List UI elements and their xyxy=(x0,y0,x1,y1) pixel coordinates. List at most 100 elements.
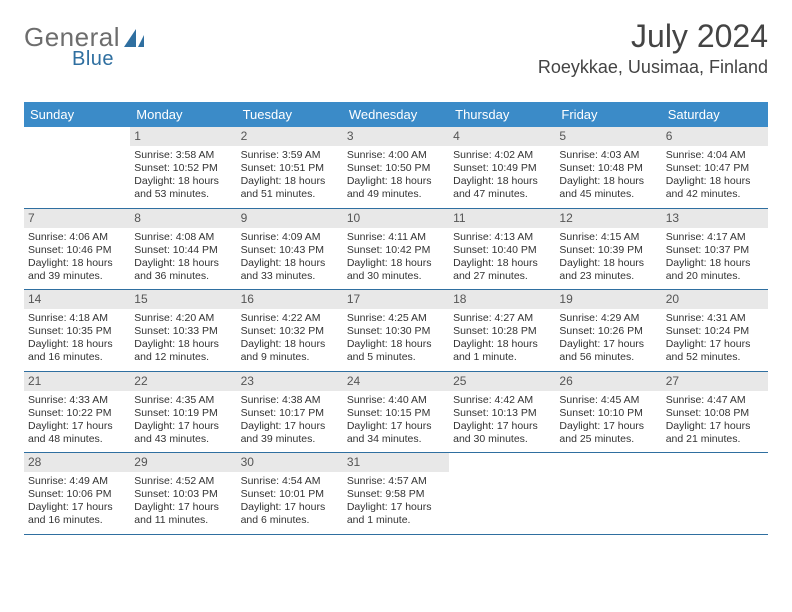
daylight-text: Daylight: 18 hours xyxy=(559,175,657,188)
daylight-text: and 23 minutes. xyxy=(559,270,657,283)
daylight-text: and 42 minutes. xyxy=(666,188,764,201)
daylight-text: and 12 minutes. xyxy=(134,351,232,364)
sunset-text: Sunset: 10:08 PM xyxy=(666,407,764,420)
sunset-text: Sunset: 10:10 PM xyxy=(559,407,657,420)
sunrise-text: Sunrise: 4:08 AM xyxy=(134,231,232,244)
day-number: 23 xyxy=(237,372,343,391)
empty-cell xyxy=(662,453,768,534)
day-number: 3 xyxy=(343,127,449,146)
day-cell: 15Sunrise: 4:20 AMSunset: 10:33 PMDaylig… xyxy=(130,290,236,371)
empty-cell xyxy=(24,127,130,208)
sunset-text: Sunset: 10:39 PM xyxy=(559,244,657,257)
sunrise-text: Sunrise: 4:35 AM xyxy=(134,394,232,407)
daylight-text: and 34 minutes. xyxy=(347,433,445,446)
sunrise-text: Sunrise: 4:49 AM xyxy=(28,475,126,488)
daylight-text: and 6 minutes. xyxy=(241,514,339,527)
daylight-text: and 33 minutes. xyxy=(241,270,339,283)
day-number: 29 xyxy=(130,453,236,472)
daylight-text: and 48 minutes. xyxy=(28,433,126,446)
sunset-text: Sunset: 10:42 PM xyxy=(347,244,445,257)
day-number: 11 xyxy=(449,209,555,228)
day-cell: 23Sunrise: 4:38 AMSunset: 10:17 PMDaylig… xyxy=(237,372,343,453)
day-cell: 5Sunrise: 4:03 AMSunset: 10:48 PMDayligh… xyxy=(555,127,661,208)
daylight-text: Daylight: 17 hours xyxy=(666,338,764,351)
sunset-text: Sunset: 9:58 PM xyxy=(347,488,445,501)
sunset-text: Sunset: 10:50 PM xyxy=(347,162,445,175)
daylight-text: and 1 minute. xyxy=(347,514,445,527)
day-cell: 11Sunrise: 4:13 AMSunset: 10:40 PMDaylig… xyxy=(449,209,555,290)
daylight-text: and 5 minutes. xyxy=(347,351,445,364)
sunset-text: Sunset: 10:32 PM xyxy=(241,325,339,338)
daylight-text: Daylight: 18 hours xyxy=(347,175,445,188)
sunset-text: Sunset: 10:24 PM xyxy=(666,325,764,338)
dow-thursday: Thursday xyxy=(449,102,555,127)
sunrise-text: Sunrise: 4:03 AM xyxy=(559,149,657,162)
daylight-text: and 30 minutes. xyxy=(453,433,551,446)
daylight-text: and 25 minutes. xyxy=(559,433,657,446)
day-number: 2 xyxy=(237,127,343,146)
day-number: 26 xyxy=(555,372,661,391)
daylight-text: Daylight: 17 hours xyxy=(559,420,657,433)
day-number: 31 xyxy=(343,453,449,472)
sunrise-text: Sunrise: 4:38 AM xyxy=(241,394,339,407)
daylight-text: and 1 minute. xyxy=(453,351,551,364)
day-cell: 20 Sunrise: 4:31 AMSunset: 10:24 PMDaylig… xyxy=(662,290,768,371)
daylight-text: Daylight: 18 hours xyxy=(28,338,126,351)
day-cell: 16Sunrise: 4:22 AMSunset: 10:32 PMDaylig… xyxy=(237,290,343,371)
day-number: 13 xyxy=(662,209,768,228)
sunset-text: Sunset: 10:17 PM xyxy=(241,407,339,420)
day-number: 22 xyxy=(130,372,236,391)
brand-sail-icon xyxy=(122,27,148,49)
day-number: 6 xyxy=(662,127,768,146)
sunset-text: Sunset: 10:33 PM xyxy=(134,325,232,338)
day-cell: 3 Sunrise: 4:00 AMSunset: 10:50 PMDayligh… xyxy=(343,127,449,208)
sunrise-text: Sunrise: 4:06 AM xyxy=(28,231,126,244)
daylight-text: Daylight: 17 hours xyxy=(347,501,445,514)
daylight-text: and 30 minutes. xyxy=(347,270,445,283)
daylight-text: and 16 minutes. xyxy=(28,351,126,364)
sunrise-text: Sunrise: 4:45 AM xyxy=(559,394,657,407)
sunrise-text: Sunrise: 4:29 AM xyxy=(559,312,657,325)
daylight-text: and 36 minutes. xyxy=(134,270,232,283)
day-number: 1 xyxy=(130,127,236,146)
sunset-text: Sunset: 10:03 PM xyxy=(134,488,232,501)
daylight-text: Daylight: 18 hours xyxy=(28,257,126,270)
sunrise-text: Sunrise: 4:33 AM xyxy=(28,394,126,407)
daylight-text: Daylight: 18 hours xyxy=(134,257,232,270)
day-number: 21 xyxy=(24,372,130,391)
daylight-text: Daylight: 18 hours xyxy=(134,175,232,188)
day-cell: 14Sunrise: 4:18 AMSunset: 10:35 PMDaylig… xyxy=(24,290,130,371)
sunrise-text: Sunrise: 4:47 AM xyxy=(666,394,764,407)
calendar-grid: Sunday Monday Tuesday Wednesday Thursday… xyxy=(24,102,768,535)
daylight-text: and 53 minutes. xyxy=(134,188,232,201)
day-number: 19 xyxy=(555,290,661,309)
day-cell: 17Sunrise: 4:25 AMSunset: 10:30 PMDaylig… xyxy=(343,290,449,371)
location-subtitle: Roeykkae, Uusimaa, Finland xyxy=(538,57,768,78)
day-cell: 1Sunrise: 3:58 AMSunset: 10:52 PMDayligh… xyxy=(130,127,236,208)
day-cell: 9Sunrise: 4:09 AMSunset: 10:43 PMDayligh… xyxy=(237,209,343,290)
sunrise-text: Sunrise: 4:42 AM xyxy=(453,394,551,407)
day-number: 8 xyxy=(130,209,236,228)
daylight-text: and 45 minutes. xyxy=(559,188,657,201)
daylight-text: Daylight: 17 hours xyxy=(347,420,445,433)
day-number: 16 xyxy=(237,290,343,309)
day-number: 20 xyxy=(662,290,768,309)
daylight-text: Daylight: 18 hours xyxy=(453,175,551,188)
daylight-text: Daylight: 17 hours xyxy=(666,420,764,433)
sunrise-text: Sunrise: 4:00 AM xyxy=(347,149,445,162)
sunrise-text: Sunrise: 4:54 AM xyxy=(241,475,339,488)
dow-monday: Monday xyxy=(130,102,236,127)
day-number: 15 xyxy=(130,290,236,309)
sunrise-text: Sunrise: 4:31 AM xyxy=(666,312,764,325)
day-cell: 25Sunrise: 4:42 AMSunset: 10:13 PMDaylig… xyxy=(449,372,555,453)
sunrise-text: Sunrise: 4:11 AM xyxy=(347,231,445,244)
week-row: 14Sunrise: 4:18 AMSunset: 10:35 PMDaylig… xyxy=(24,290,768,372)
day-cell: 6Sunrise: 4:04 AMSunset: 10:47 PMDayligh… xyxy=(662,127,768,208)
day-number: 14 xyxy=(24,290,130,309)
sunrise-text: Sunrise: 4:22 AM xyxy=(241,312,339,325)
brand-text-2: Blue xyxy=(72,48,114,71)
day-cell: 29Sunrise: 4:52 AMSunset: 10:03 PMDaylig… xyxy=(130,453,236,534)
daylight-text: Daylight: 18 hours xyxy=(666,257,764,270)
sunset-text: Sunset: 10:43 PM xyxy=(241,244,339,257)
dow-sunday: Sunday xyxy=(24,102,130,127)
